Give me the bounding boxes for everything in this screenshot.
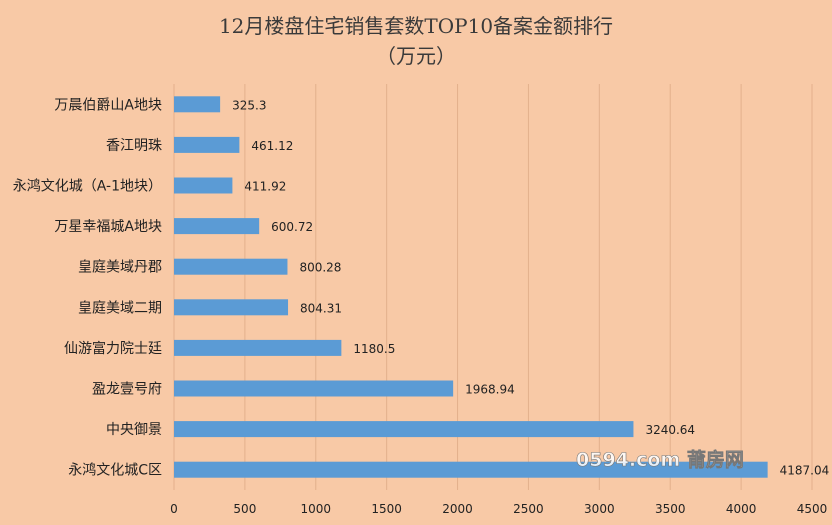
bar	[174, 177, 233, 194]
watermark: 0594.com 莆房网	[576, 448, 744, 471]
bar	[174, 339, 342, 356]
data-label: 3240.64	[645, 423, 695, 437]
x-tick-label: 3000	[584, 502, 615, 516]
x-tick-label: 2000	[442, 502, 473, 516]
x-tick-label: 0	[170, 502, 178, 516]
category-label: 皇庭美域丹郡	[78, 259, 162, 276]
bar	[174, 380, 454, 397]
category-label: 永鸿文化城（A-1地块）	[13, 178, 162, 195]
x-tick-label: 3500	[655, 502, 686, 516]
bar	[174, 461, 768, 478]
category-label: 仙游富力院士廷	[64, 340, 162, 357]
labels: 0 500 1000 1500 2000 2500 3000 3500 4000 4500 万晨伯爵…	[13, 97, 829, 516]
data-label: 461.12	[251, 139, 293, 153]
data-label: 411.92	[244, 180, 286, 194]
data-label: 1180.5	[353, 342, 395, 356]
category-label: 皇庭美域二期	[78, 299, 162, 316]
data-label: 804.31	[300, 301, 342, 315]
bar	[174, 258, 288, 275]
data-label: 1968.94	[465, 383, 515, 397]
bar	[174, 299, 289, 316]
bar	[174, 136, 240, 153]
data-label: 4187.04	[780, 464, 830, 478]
data-label: 325.3	[232, 98, 266, 112]
category-label: 万星幸福城A地块	[54, 219, 162, 235]
chart-subtitle: （万元）	[376, 44, 456, 68]
bar	[174, 421, 634, 438]
grid-lines	[173, 84, 813, 490]
x-tick-label: 4000	[726, 502, 757, 516]
x-tick-label: 4500	[797, 502, 828, 516]
bar	[174, 96, 221, 113]
data-label: 800.28	[299, 261, 341, 275]
bar	[174, 218, 260, 235]
category-label: 万晨伯爵山A地块	[54, 97, 162, 113]
chart-title: 12月楼盘住宅销售套数TOP10备案金额排行	[219, 14, 613, 38]
category-label: 中央御景	[106, 422, 162, 438]
category-label: 永鸿文化城C区	[68, 462, 162, 479]
x-tick-label: 2500	[513, 502, 544, 516]
bars	[174, 96, 768, 478]
category-label: 香江明珠	[106, 138, 162, 154]
data-label: 600.72	[271, 220, 313, 234]
x-tick-label: 1500	[371, 502, 402, 516]
x-tick-label: 500	[233, 502, 256, 516]
x-tick-label: 1000	[301, 502, 332, 516]
category-label: 盈龙壹号府	[92, 382, 162, 398]
